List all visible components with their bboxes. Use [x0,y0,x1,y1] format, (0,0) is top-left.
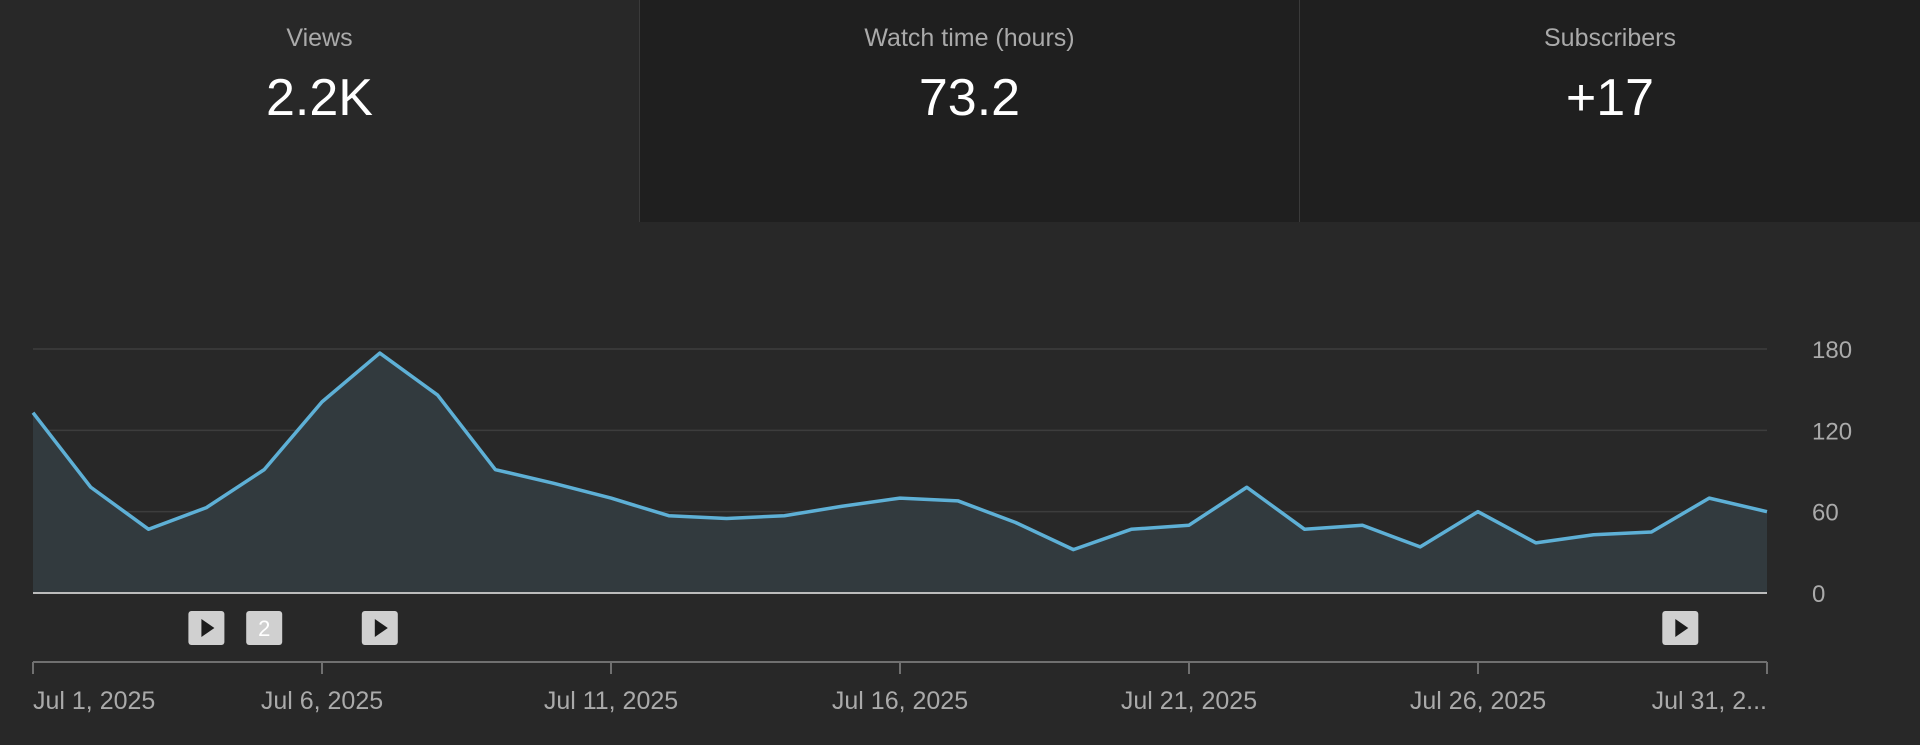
data-point[interactable] [489,464,501,476]
x-tick-label: Jul 11, 2025 [544,687,678,715]
data-point[interactable] [1530,537,1542,549]
data-point[interactable] [432,389,444,401]
data-point[interactable] [1414,541,1426,553]
data-point[interactable] [1125,523,1137,535]
data-point[interactable] [663,510,675,522]
metric-value: 2.2K [266,69,373,127]
metric-value: 73.2 [918,69,1021,127]
data-point[interactable] [894,492,906,504]
y-tick-label: 180 [1812,337,1852,364]
data-point[interactable] [1299,523,1311,535]
y-tick-label: 0 [1812,581,1825,608]
x-tick-label: Jul 16, 2025 [832,687,968,715]
data-point[interactable] [1183,519,1195,531]
metric-tab-watch-time[interactable]: Watch time (hours) 73.2 [639,0,1299,222]
metric-label: Watch time (hours) [864,24,1075,52]
x-tick-label: Jul 31, 2... [1652,687,1767,715]
data-point[interactable] [200,502,212,514]
x-tick-label: Jul 21, 2025 [1121,687,1257,715]
play-icon [201,619,215,637]
marker-count: 2 [258,616,270,641]
y-tick-label: 120 [1812,418,1852,445]
data-point[interactable] [143,523,155,535]
data-point[interactable] [605,492,617,504]
y-tick-label: 60 [1812,500,1839,527]
x-tick-label: Jul 1, 2025 [33,687,155,715]
data-point[interactable] [258,464,270,476]
data-point[interactable] [778,510,790,522]
data-point[interactable] [1472,506,1484,518]
metric-value: +17 [1565,69,1655,127]
data-point[interactable] [952,495,964,507]
data-point[interactable] [316,396,328,408]
video-marker[interactable] [246,611,283,645]
data-point[interactable] [836,500,848,512]
metric-tab-subscribers[interactable]: Subscribers +17 [1299,0,1920,222]
data-point[interactable] [1010,517,1022,529]
data-point[interactable] [1356,519,1368,531]
data-point[interactable] [1645,526,1657,538]
x-tick-label: Jul 26, 2025 [1410,687,1546,715]
data-point[interactable] [547,477,559,489]
data-point[interactable] [721,512,733,524]
data-point[interactable] [1703,492,1715,504]
x-tick-label: Jul 6, 2025 [261,687,383,715]
views-line [31,351,1768,552]
data-point[interactable] [1761,506,1773,518]
data-point[interactable] [374,347,386,359]
chart-svg: 180 120 60 0 2 Jul 1, 2025 Jul 6, 2025 Jul 11, … [27,337,1852,715]
metric-label: Subscribers [1544,24,1676,52]
data-point[interactable] [27,407,39,419]
data-point[interactable] [1588,529,1600,541]
views-chart: 180 120 60 0 2 Jul 1, 2025 Jul 6, 2025 Jul 11, … [0,224,1920,745]
data-point[interactable] [1067,544,1079,556]
play-icon [1675,619,1689,637]
metric-label: Views [286,24,353,52]
data-point[interactable] [1241,481,1253,493]
views-area [33,353,1767,593]
data-point[interactable] [85,481,97,493]
metric-tabs: Views 2.2K Watch time (hours) 73.2 Subsc… [0,0,1920,224]
metric-tab-views[interactable]: Views 2.2K [0,0,639,224]
play-icon [374,619,388,637]
